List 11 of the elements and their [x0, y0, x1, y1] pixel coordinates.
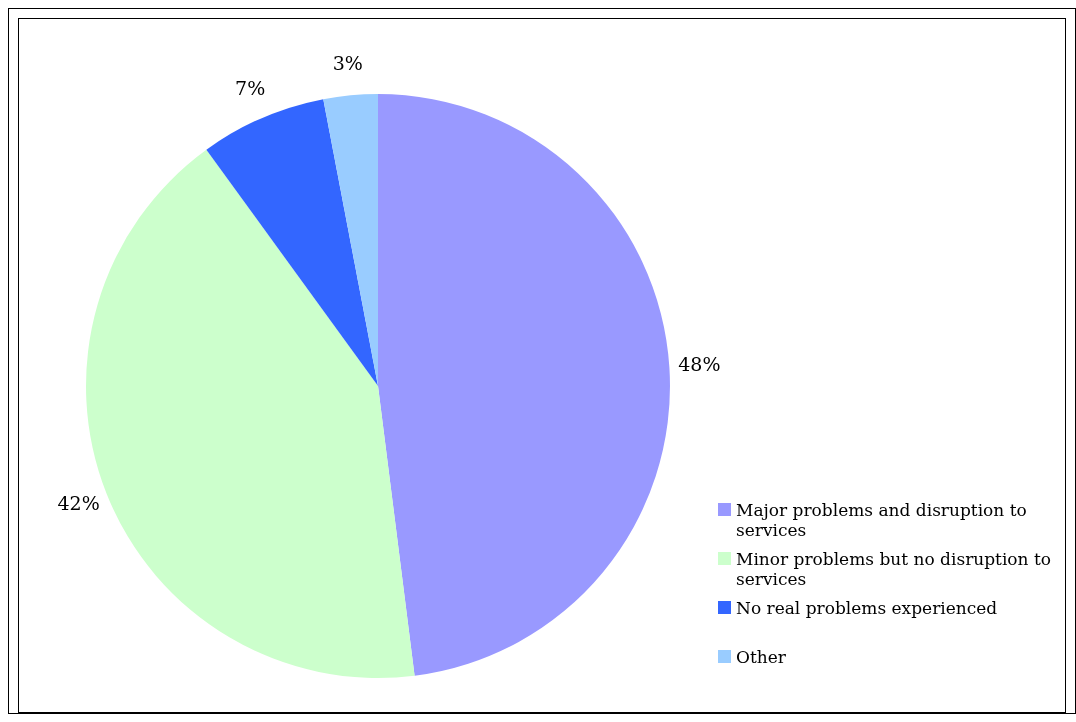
- legend-label: Major problems and disruption to services: [736, 500, 1027, 540]
- pie-slice: [323, 94, 378, 386]
- data-label: 42%: [57, 491, 100, 514]
- pie-slice: [378, 94, 670, 676]
- legend-label: No real problems experienced: [736, 598, 998, 618]
- data-label: 3%: [332, 52, 363, 75]
- data-label: 48%: [678, 352, 721, 375]
- data-label: 7%: [235, 77, 266, 100]
- legend-label: Minor problems but no disruption to services: [736, 549, 1052, 589]
- pie-slice: [206, 99, 378, 386]
- legend-label: Other: [736, 647, 787, 667]
